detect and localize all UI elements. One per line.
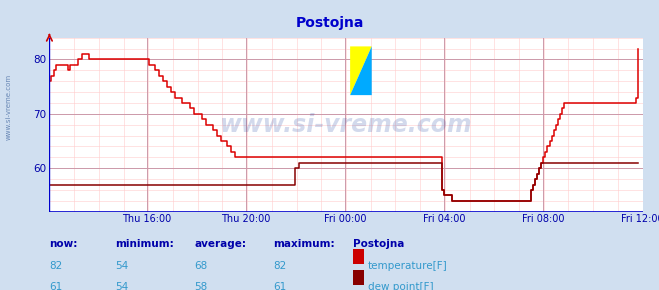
Text: average:: average: xyxy=(194,239,246,249)
Text: 54: 54 xyxy=(115,261,129,271)
Text: Postojna: Postojna xyxy=(353,239,404,249)
Text: 61: 61 xyxy=(273,282,287,290)
Text: 68: 68 xyxy=(194,261,208,271)
Text: 82: 82 xyxy=(273,261,287,271)
Text: 58: 58 xyxy=(194,282,208,290)
Polygon shape xyxy=(350,46,372,95)
Text: www.si-vreme.com: www.si-vreme.com xyxy=(219,113,473,137)
Text: Postojna: Postojna xyxy=(295,16,364,30)
Text: dew point[F]: dew point[F] xyxy=(368,282,434,290)
Text: now:: now: xyxy=(49,239,78,249)
Text: 82: 82 xyxy=(49,261,63,271)
Text: www.si-vreme.com: www.si-vreme.com xyxy=(5,74,11,140)
Text: 61: 61 xyxy=(49,282,63,290)
Text: minimum:: minimum: xyxy=(115,239,174,249)
Text: temperature[F]: temperature[F] xyxy=(368,261,447,271)
Text: 54: 54 xyxy=(115,282,129,290)
Text: maximum:: maximum: xyxy=(273,239,335,249)
Polygon shape xyxy=(350,46,372,95)
